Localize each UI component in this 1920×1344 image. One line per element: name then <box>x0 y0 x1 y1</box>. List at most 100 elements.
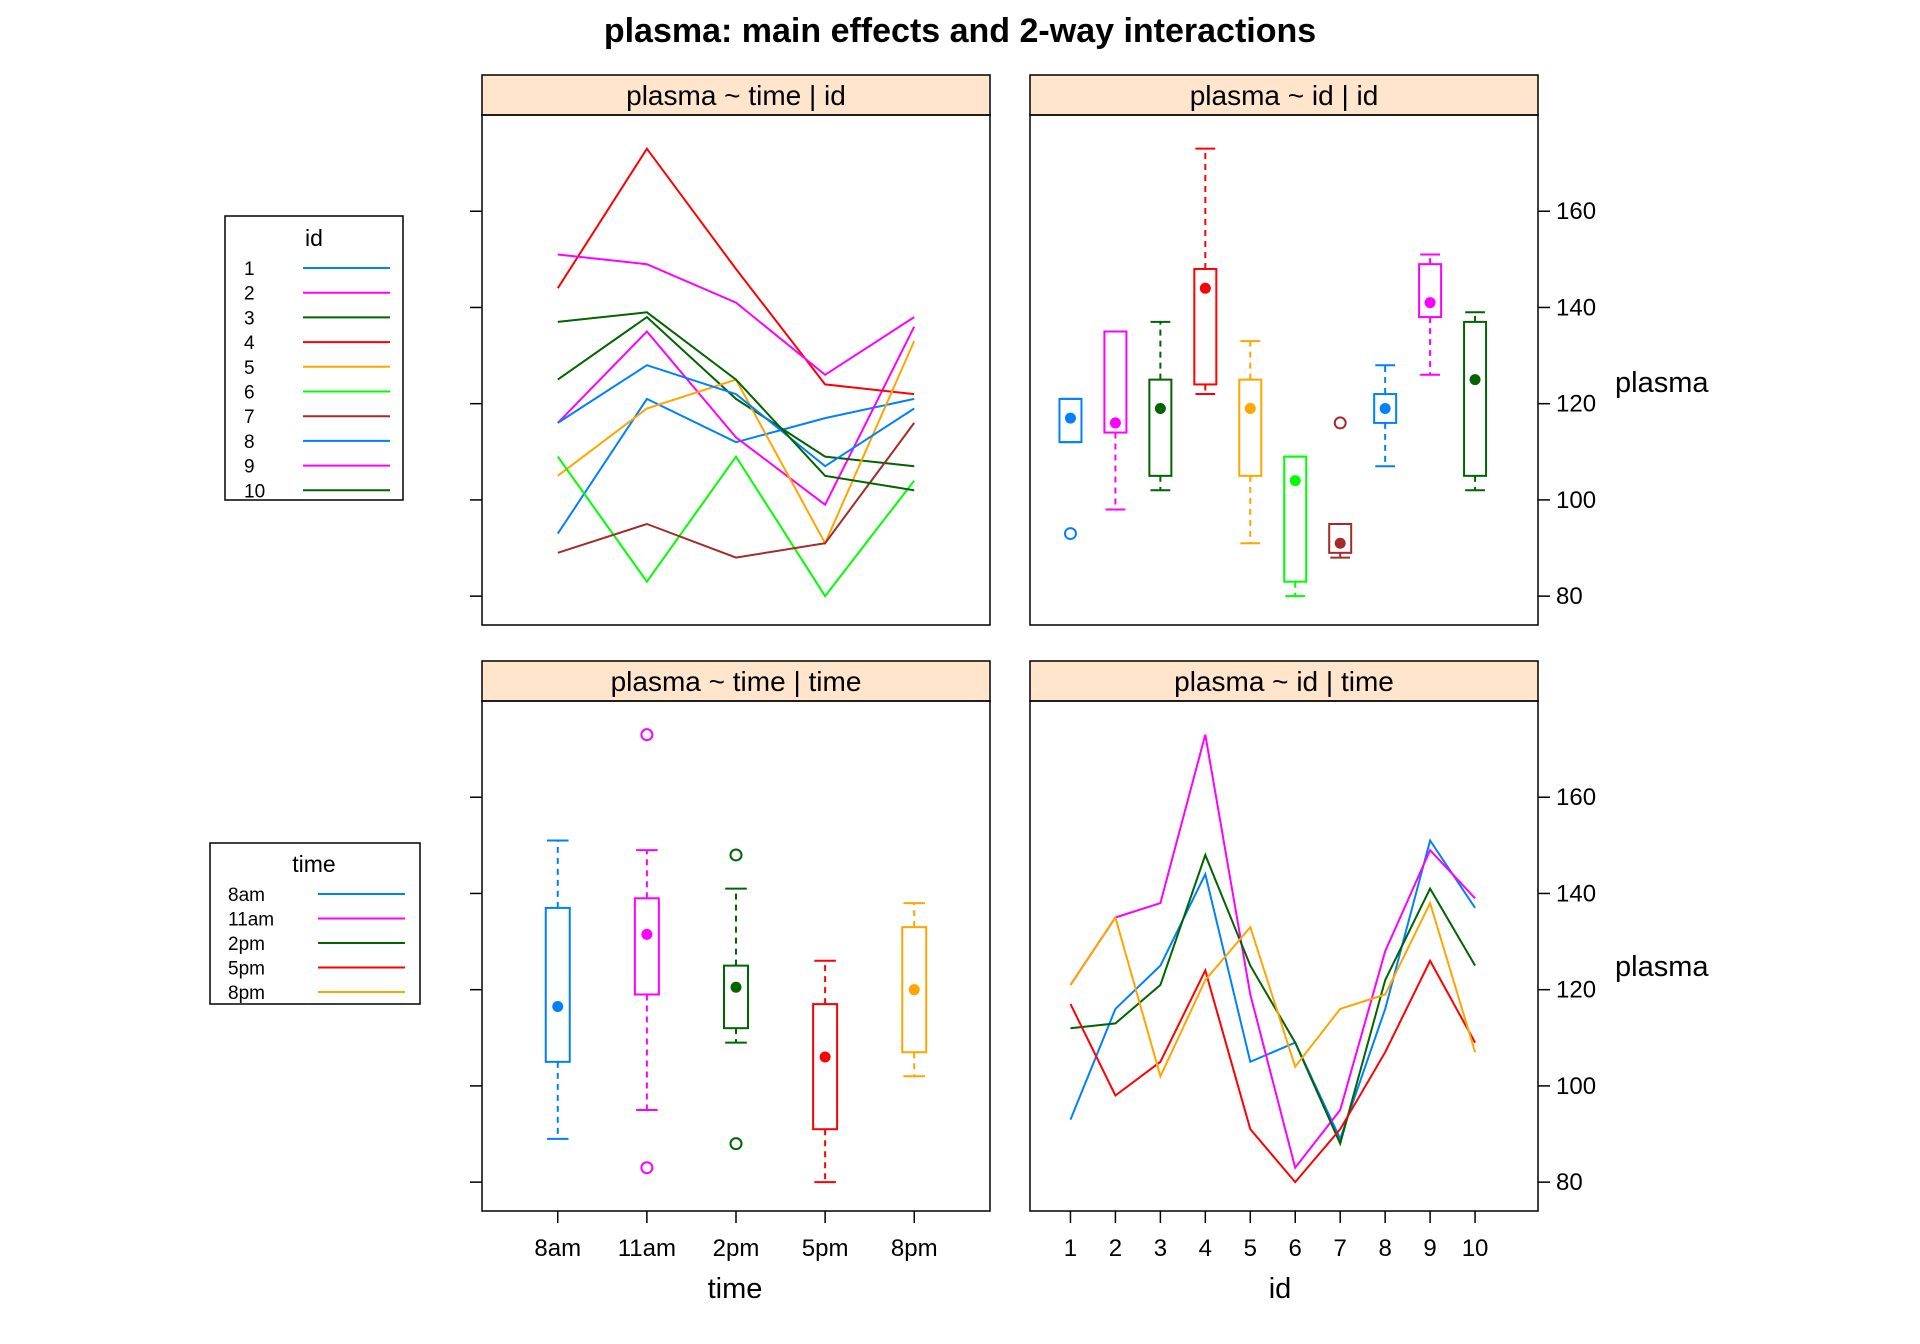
box-rect <box>544 906 571 1063</box>
median-dot <box>641 928 653 940</box>
legend-id-title: id <box>305 225 323 251</box>
box-3 <box>1148 320 1173 492</box>
outlier-point <box>640 728 654 742</box>
series-line-11am <box>1069 734 1476 1170</box>
y-axis-title-top: plasma <box>1615 367 1709 399</box>
legend-id: id 1 2 3 4 5 6 7 8 9 10 <box>224 215 404 502</box>
box-rect <box>1463 320 1488 477</box>
x-axis-id: 1 2 3 4 5 6 7 8 9 10 <box>1064 1211 1488 1262</box>
legend-item-label: 3 <box>244 308 255 329</box>
series-line-4 <box>556 146 915 396</box>
y-tick-label: 140 <box>1556 880 1596 907</box>
outlier-point <box>729 848 743 862</box>
x-axis-title-time: time <box>708 1273 763 1305</box>
box-rect <box>723 964 749 1030</box>
box-rect <box>1283 455 1308 583</box>
x-axis-title-id: id <box>1269 1273 1292 1305</box>
series-line-2 <box>557 326 916 507</box>
box-8am <box>544 839 571 1140</box>
x-tick-label: 3 <box>1154 1235 1167 1262</box>
box-6 <box>1283 455 1308 598</box>
legend-item-label: 1 <box>244 259 255 280</box>
legend-item-label: 8 <box>244 432 255 453</box>
series-line-7 <box>557 422 916 559</box>
legend-item-label: 9 <box>244 457 255 478</box>
box-4 <box>1193 147 1218 396</box>
legend-time-title: time <box>292 851 335 877</box>
series-line-3 <box>557 315 915 468</box>
legend-item-label: 4 <box>244 333 255 354</box>
box-rect <box>1418 263 1443 319</box>
x-tick-label: 8pm <box>891 1235 938 1262</box>
panel-plasma-id-by-id: plasma ~ id | id <box>1029 74 1539 626</box>
panel-plasma-time-by-id: plasma ~ time | id <box>470 74 991 626</box>
legend-item-label: 7 <box>244 407 255 428</box>
legend-item-label: 5pm <box>228 959 265 980</box>
box-10 <box>1463 311 1488 492</box>
series-line-9 <box>557 253 915 377</box>
box-rect <box>812 1003 839 1131</box>
outlier-point <box>640 1161 654 1175</box>
box-11am <box>633 728 660 1175</box>
box-5pm <box>812 959 839 1184</box>
y-tick-label: 160 <box>1556 198 1596 225</box>
box-2 <box>1103 330 1128 511</box>
legend-item-label: 2pm <box>228 934 265 955</box>
box-rect <box>1373 393 1398 424</box>
outlier-point <box>1333 416 1347 430</box>
plot-frame <box>481 114 991 626</box>
plot-frame <box>1029 700 1539 1212</box>
y-axis-top: 80 100 120 140 160 <box>1538 198 1596 610</box>
y-axis-bottom: 80 100 120 140 160 <box>1538 784 1596 1196</box>
legend-item-label: 10 <box>244 481 265 502</box>
box-1 <box>1058 397 1083 541</box>
x-tick-label: 11am <box>618 1235 676 1262</box>
legend-item-label: 11am <box>228 910 274 931</box>
plot-frame <box>1029 114 1539 626</box>
series-line-8pm <box>1069 900 1477 1080</box>
x-tick-label: 2pm <box>713 1235 760 1262</box>
x-tick-label: 2 <box>1109 1235 1122 1262</box>
box-rect <box>1193 267 1218 386</box>
box-rect <box>1328 522 1353 554</box>
box-8pm <box>901 902 928 1078</box>
figure-title: plasma: main effects and 2-way interacti… <box>604 12 1316 50</box>
median-dot <box>1469 374 1481 386</box>
legend-time: time 8am 11am 2pm 5pm 8pm <box>209 842 421 1005</box>
legend-item-label: 8am <box>228 885 265 906</box>
median-dot <box>730 981 742 993</box>
x-tick-label: 5pm <box>802 1235 849 1262</box>
box-rect <box>1238 378 1263 477</box>
x-tick-label: 8am <box>534 1235 581 1262</box>
x-tick-label: 8 <box>1378 1235 1391 1262</box>
strip <box>481 660 991 702</box>
x-axis-time: 8am 11am 2pm 5pm 8pm <box>534 1211 938 1262</box>
y-tick-label: 80 <box>1556 1169 1583 1196</box>
box-rect <box>1103 330 1128 434</box>
box-9 <box>1418 253 1443 376</box>
median-dot <box>1109 417 1121 429</box>
plot-frame <box>481 700 991 1212</box>
legend-item-label: 8pm <box>228 983 265 1004</box>
strip-label: plasma ~ id | id <box>1190 80 1379 111</box>
box-rect <box>1058 397 1083 444</box>
y-tick-label: 120 <box>1556 391 1596 418</box>
median-dot <box>908 984 920 996</box>
median-dot <box>1064 412 1076 424</box>
box-8 <box>1373 364 1398 468</box>
median-dot <box>1154 402 1166 414</box>
panel-plasma-time-by-time: plasma ~ time | time <box>470 660 991 1212</box>
series-line-6 <box>556 454 915 598</box>
strip <box>1029 74 1539 116</box>
y-tick-label: 120 <box>1556 977 1596 1004</box>
box-rect <box>633 897 660 996</box>
y-tick-label: 80 <box>1556 583 1583 610</box>
y-tick-label: 100 <box>1556 1073 1596 1100</box>
y-tick-label: 100 <box>1556 487 1596 514</box>
box-rect <box>901 926 928 1054</box>
series-line-8 <box>557 364 915 468</box>
outlier-point <box>1063 527 1077 541</box>
median-dot <box>819 1051 831 1063</box>
x-tick-label: 9 <box>1423 1235 1436 1262</box>
